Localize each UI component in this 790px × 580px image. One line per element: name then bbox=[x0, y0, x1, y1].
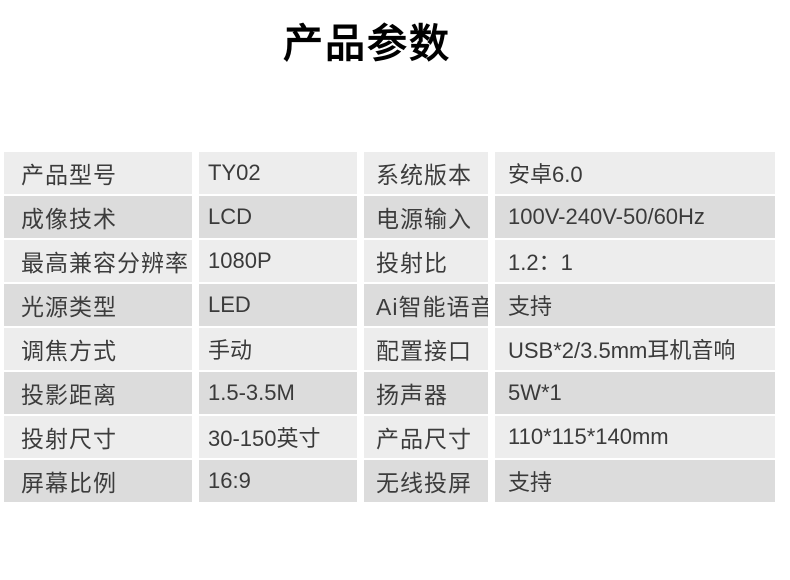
spec-label-right: 产品尺寸 bbox=[364, 416, 488, 458]
spec-row: 屏幕比例 16:9 无线投屏 支持 bbox=[4, 460, 775, 502]
spec-row: 产品型号 TY02 系统版本 安卓6.0 bbox=[4, 152, 775, 194]
spec-value-right: 支持 bbox=[495, 284, 775, 326]
spec-label-left: 光源类型 bbox=[4, 284, 192, 326]
spec-value-right: 1.2：1 bbox=[495, 240, 775, 282]
spec-value-right: 支持 bbox=[495, 460, 775, 502]
page-title: 产品参数 bbox=[283, 22, 451, 66]
spec-label-left: 投影距离 bbox=[4, 372, 192, 414]
spec-value-left: LCD bbox=[199, 196, 357, 238]
spec-value-left: TY02 bbox=[199, 152, 357, 194]
spec-value-left: 手动 bbox=[199, 328, 357, 370]
spec-value-left: 30-150英寸 bbox=[199, 416, 357, 458]
spec-value-left: 1.5-3.5M bbox=[199, 372, 357, 414]
spec-table: 产品型号 TY02 系统版本 安卓6.0 成像技术 LCD 电源输入 100V-… bbox=[4, 152, 775, 502]
spec-value-right: USB*2/3.5mm耳机音响 bbox=[495, 328, 775, 370]
spec-value-left: LED bbox=[199, 284, 357, 326]
spec-label-left: 最高兼容分辨率 bbox=[4, 240, 192, 282]
spec-label-left: 调焦方式 bbox=[4, 328, 192, 370]
spec-label-left: 屏幕比例 bbox=[4, 460, 192, 502]
spec-row: 投影距离 1.5-3.5M 扬声器 5W*1 bbox=[4, 372, 775, 414]
spec-value-right: 100V-240V-50/60Hz bbox=[495, 196, 775, 238]
spec-label-left: 产品型号 bbox=[4, 152, 192, 194]
spec-label-right: 投射比 bbox=[364, 240, 488, 282]
spec-value-right: 110*115*140mm bbox=[495, 416, 775, 458]
spec-row: 最高兼容分辨率 1080P 投射比 1.2：1 bbox=[4, 240, 775, 282]
spec-row: 光源类型 LED Ai智能语音 支持 bbox=[4, 284, 775, 326]
spec-label-right: 扬声器 bbox=[364, 372, 488, 414]
spec-label-right: 电源输入 bbox=[364, 196, 488, 238]
spec-label-right: Ai智能语音 bbox=[364, 284, 488, 326]
spec-label-right: 无线投屏 bbox=[364, 460, 488, 502]
spec-label-left: 投射尺寸 bbox=[4, 416, 192, 458]
spec-value-left: 16:9 bbox=[199, 460, 357, 502]
spec-row: 投射尺寸 30-150英寸 产品尺寸 110*115*140mm bbox=[4, 416, 775, 458]
spec-row: 成像技术 LCD 电源输入 100V-240V-50/60Hz bbox=[4, 196, 775, 238]
spec-label-right: 配置接口 bbox=[364, 328, 488, 370]
spec-value-right: 安卓6.0 bbox=[495, 152, 775, 194]
spec-row: 调焦方式 手动 配置接口 USB*2/3.5mm耳机音响 bbox=[4, 328, 775, 370]
spec-value-right: 5W*1 bbox=[495, 372, 775, 414]
spec-value-left: 1080P bbox=[199, 240, 357, 282]
spec-label-right: 系统版本 bbox=[364, 152, 488, 194]
spec-label-left: 成像技术 bbox=[4, 196, 192, 238]
